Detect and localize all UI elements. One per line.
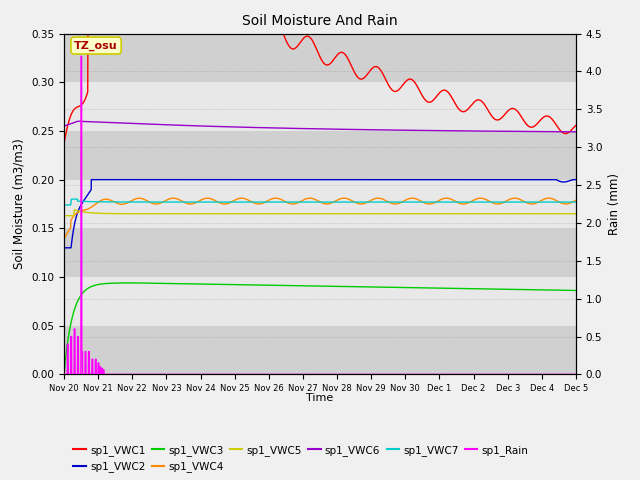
Y-axis label: Rain (mm): Rain (mm) — [608, 173, 621, 235]
Bar — [64, 180, 576, 228]
Bar — [64, 326, 576, 374]
Bar — [64, 277, 576, 326]
Y-axis label: Soil Moisture (m3/m3): Soil Moisture (m3/m3) — [13, 139, 26, 269]
X-axis label: Time: Time — [307, 393, 333, 403]
Legend: sp1_VWC1, sp1_VWC2, sp1_VWC3, sp1_VWC4, sp1_VWC5, sp1_VWC6, sp1_VWC7, sp1_Rain: sp1_VWC1, sp1_VWC2, sp1_VWC3, sp1_VWC4, … — [69, 441, 532, 476]
Bar — [64, 82, 576, 131]
Title: Soil Moisture And Rain: Soil Moisture And Rain — [242, 14, 398, 28]
Text: TZ_osu: TZ_osu — [74, 40, 118, 51]
Bar — [64, 228, 576, 277]
Bar — [64, 131, 576, 180]
Bar — [64, 34, 576, 82]
